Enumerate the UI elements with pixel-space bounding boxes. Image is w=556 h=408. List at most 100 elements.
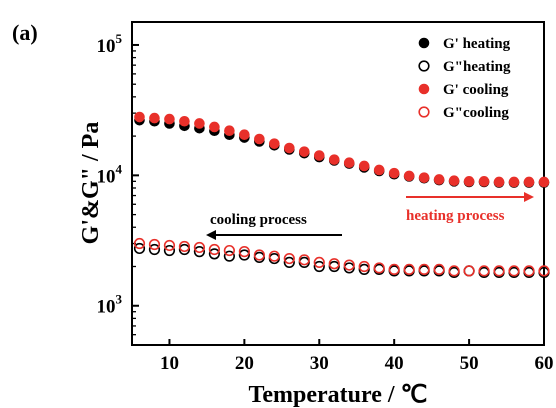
data-point xyxy=(283,256,295,268)
data-point xyxy=(403,170,415,182)
data-point xyxy=(149,112,160,124)
data-point xyxy=(284,142,295,154)
y-axis-label: G'&G" / Pa xyxy=(78,122,104,245)
data-point xyxy=(313,150,325,161)
y-tick-exponent: 3 xyxy=(116,292,123,307)
x-tick-label: 60 xyxy=(535,353,554,374)
y-tick-exponent: 5 xyxy=(116,31,123,46)
data-point xyxy=(163,244,176,257)
data-point xyxy=(463,265,475,277)
data-point xyxy=(493,176,505,188)
data-point xyxy=(164,113,175,125)
x-axis: 10 20 30 40 50 60 xyxy=(160,339,554,374)
data-point xyxy=(238,249,250,261)
data-point xyxy=(298,146,310,157)
data-point xyxy=(238,246,250,258)
data-point xyxy=(508,176,520,188)
data-point xyxy=(254,133,265,145)
y-tick-label: 103 xyxy=(97,292,123,318)
data-point xyxy=(224,125,235,137)
x-axis-label: Temperature / ℃ xyxy=(249,382,428,408)
data-point xyxy=(478,265,490,277)
data-point xyxy=(253,249,265,261)
data-point xyxy=(508,265,520,277)
data-point xyxy=(223,244,235,257)
data-point xyxy=(448,265,460,277)
data-point xyxy=(538,176,550,188)
legend: G' heating G"heating G' cooling G"cooling xyxy=(418,36,511,121)
data-point xyxy=(148,243,161,256)
data-point xyxy=(538,265,550,277)
data-point xyxy=(163,239,176,252)
cooling-arrow-head xyxy=(206,230,216,240)
data-point xyxy=(133,237,146,250)
legend-label: G' cooling xyxy=(443,82,509,98)
y-tick-label: 104 xyxy=(97,161,123,187)
x-tick-label: 10 xyxy=(160,353,179,374)
data-point xyxy=(433,263,445,276)
legend-marker xyxy=(418,60,430,72)
data-point xyxy=(493,265,505,277)
data-point xyxy=(433,174,445,185)
y-tick-base: 10 xyxy=(97,297,116,318)
legend-marker xyxy=(418,106,430,118)
data-point xyxy=(239,129,250,141)
data-point xyxy=(358,263,370,276)
panel-label: (a) xyxy=(12,20,38,45)
legend-label: G"heating xyxy=(443,59,511,75)
x-tick-label: 20 xyxy=(235,353,254,374)
data-point xyxy=(283,252,295,265)
data-point xyxy=(328,154,340,165)
data-point xyxy=(478,176,490,187)
data-point xyxy=(208,248,220,260)
data-point xyxy=(388,263,400,276)
data-point xyxy=(388,167,400,179)
y-tick-exponent: 4 xyxy=(116,161,123,176)
data-point xyxy=(133,242,146,255)
data-point xyxy=(373,262,385,274)
data-point xyxy=(523,265,535,277)
data-point xyxy=(209,121,220,133)
data-point xyxy=(148,238,161,251)
y-tick-base: 10 xyxy=(97,36,116,57)
data-point xyxy=(313,260,325,273)
data-point xyxy=(328,258,340,270)
x-tick-label: 50 xyxy=(460,353,479,374)
heating-arrow-head xyxy=(524,192,534,202)
y-tick-label: 105 xyxy=(97,31,123,57)
data-point xyxy=(343,157,355,169)
data-point xyxy=(193,241,206,254)
data-point xyxy=(343,259,355,271)
data-point xyxy=(223,250,235,262)
legend-marker xyxy=(418,37,430,49)
data-point xyxy=(178,240,191,253)
data-point xyxy=(358,260,370,273)
heating-annotation: heating process xyxy=(406,192,534,224)
data-markers xyxy=(133,111,550,279)
legend-label: G' heating xyxy=(443,36,511,52)
x-tick-label: 40 xyxy=(385,353,404,374)
data-point xyxy=(298,254,310,266)
data-point xyxy=(179,115,190,127)
data-point xyxy=(193,246,206,258)
legend-marker xyxy=(418,83,430,95)
data-point xyxy=(418,172,430,183)
data-point xyxy=(463,176,475,187)
data-point xyxy=(134,111,145,123)
data-point xyxy=(448,175,460,186)
y-tick-base: 10 xyxy=(97,166,116,187)
data-point xyxy=(403,263,415,276)
cooling-annotation: cooling process xyxy=(206,212,342,240)
heating-process-label: heating process xyxy=(406,208,505,224)
x-tick-label: 30 xyxy=(310,353,329,374)
data-point xyxy=(523,176,535,188)
data-point xyxy=(269,138,280,149)
legend-label: G"cooling xyxy=(443,105,509,121)
data-point xyxy=(373,164,385,176)
data-point xyxy=(358,160,370,172)
data-point xyxy=(268,250,280,262)
data-point xyxy=(313,256,325,268)
cooling-process-label: cooling process xyxy=(210,212,307,228)
data-point xyxy=(178,243,191,256)
